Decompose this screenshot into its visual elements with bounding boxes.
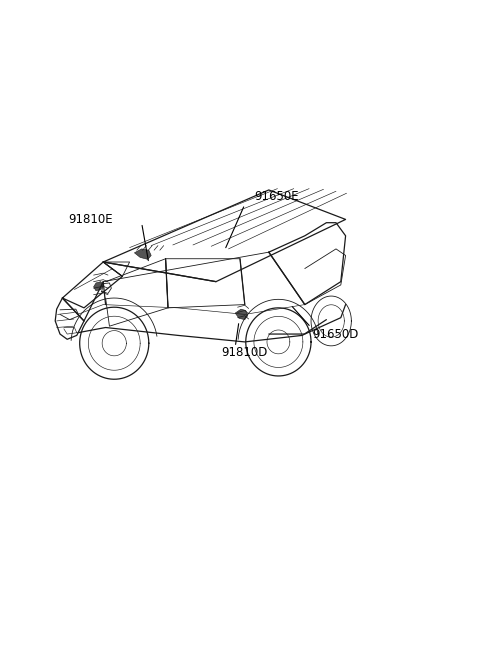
Text: 91810E: 91810E: [68, 213, 113, 226]
Polygon shape: [235, 309, 248, 320]
Polygon shape: [94, 282, 103, 291]
Polygon shape: [134, 249, 151, 259]
Text: 91650D: 91650D: [312, 328, 359, 341]
Text: 91650E: 91650E: [254, 190, 299, 203]
Text: 91810D: 91810D: [221, 346, 267, 359]
